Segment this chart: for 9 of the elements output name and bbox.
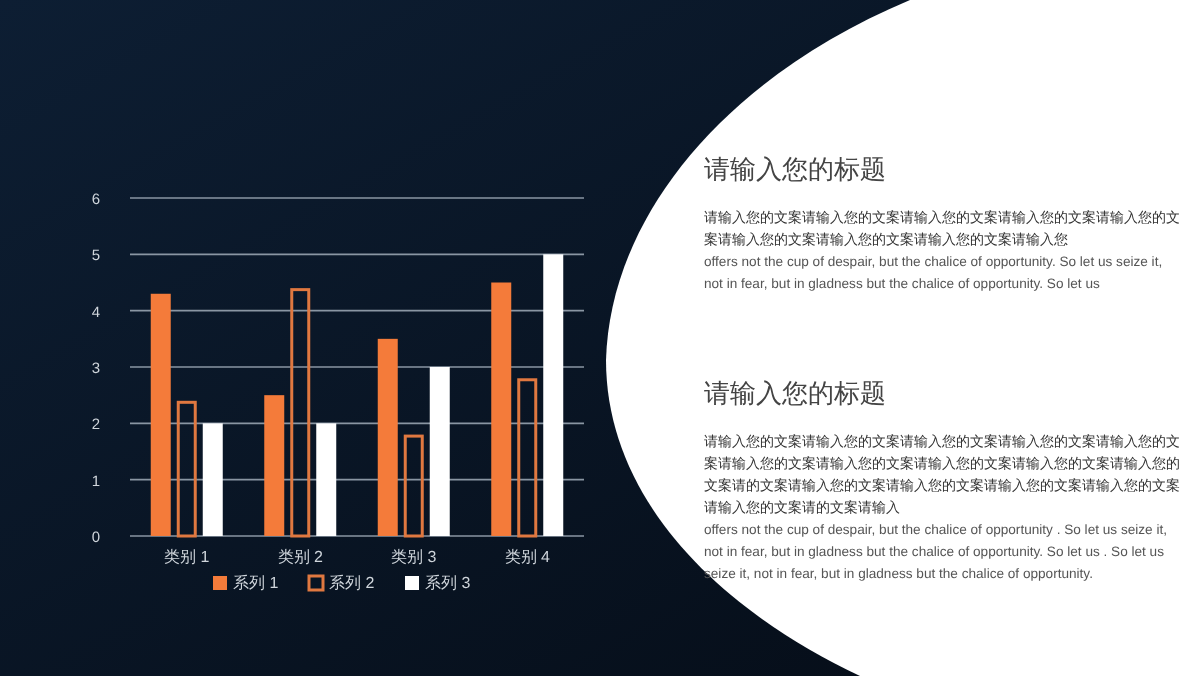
x-tick-label: 类别 1 (164, 548, 211, 566)
legend-label: 系列 1 (233, 574, 280, 592)
x-tick-label: 类别 2 (277, 548, 325, 566)
text: 请输入您的标题 (704, 152, 888, 188)
legend-label: 系列 3 (425, 574, 472, 592)
x-tick-label: 类别 4 (504, 548, 552, 566)
x-tick-label: 类别 3 (391, 548, 438, 566)
text: 请输入您的标题 (704, 376, 888, 412)
legend-label: 系列 2 (329, 574, 376, 592)
